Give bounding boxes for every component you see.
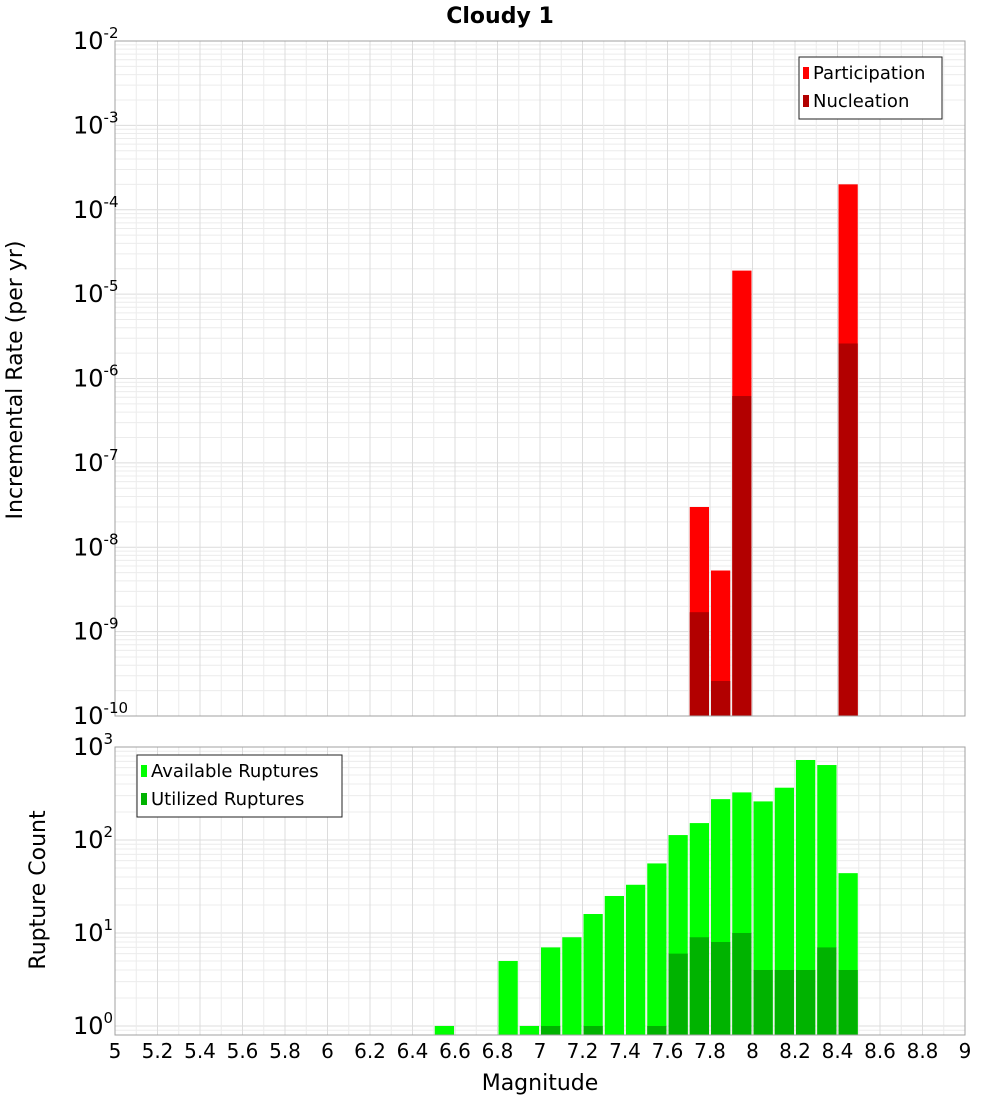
bar-series-2 — [817, 947, 837, 1035]
legend: Available Ruptures Utilized Ruptures — [136, 754, 343, 818]
legend-swatch — [141, 765, 147, 777]
bar-series-2 — [732, 396, 752, 716]
bar-series-2 — [711, 680, 731, 716]
bar-series-1 — [711, 570, 731, 716]
x-tick-label: 9 — [959, 1039, 972, 1063]
bar-series-1 — [583, 914, 603, 1035]
bar-series-2 — [838, 969, 858, 1035]
legend-swatch — [803, 95, 809, 107]
legend-label: Available Ruptures — [151, 761, 319, 782]
y-tick-label: 10-10 — [73, 699, 128, 730]
bar-series-1 — [541, 947, 561, 1035]
bar-series-2 — [541, 1025, 561, 1035]
x-tick-label: 5 — [109, 1039, 122, 1063]
x-tick-label: 6.4 — [397, 1039, 429, 1063]
legend-swatch — [141, 793, 147, 805]
y-axis-title: Rupture Count — [26, 810, 51, 970]
plot-border — [114, 746, 966, 1036]
y-tick-label: 10-9 — [73, 615, 119, 646]
legend-label: Nucleation — [813, 91, 909, 112]
panel-1: 10-2 10-3 10-4 10-5 10-6 10-7 10-8 10-9 10-10 Inc… — [3, 24, 966, 730]
bar-series-2 — [796, 969, 816, 1035]
legend-box — [136, 754, 343, 818]
bar-series-2 — [583, 1025, 603, 1035]
y-tick-label: 10-4 — [73, 193, 119, 224]
x-tick-label: 7.4 — [609, 1039, 641, 1063]
x-tick-label: 7.2 — [567, 1039, 599, 1063]
x-tick-label: 5.4 — [184, 1039, 216, 1063]
x-tick-label: 6.2 — [354, 1039, 386, 1063]
x-axis-title: Magnitude — [482, 1071, 599, 1096]
x-tick-label: 8.2 — [779, 1039, 811, 1063]
bar-series-1 — [626, 884, 646, 1035]
chart-title: Cloudy 1 — [446, 4, 554, 29]
y-tick-label: 103 — [73, 730, 113, 761]
plot-border — [114, 40, 966, 717]
bar-series-2 — [753, 969, 773, 1035]
bar-series-2 — [689, 612, 709, 716]
x-tick-label: 8 — [746, 1039, 759, 1063]
y-tick-label: 102 — [73, 823, 113, 854]
x-tick-label: 8.6 — [864, 1039, 896, 1063]
y-tick-label: 10-2 — [73, 24, 119, 55]
x-tick-label: 8.4 — [822, 1039, 854, 1063]
x-tick-label: 6 — [321, 1039, 334, 1063]
bar-series-1 — [434, 1025, 454, 1035]
y-tick-label: 10-5 — [73, 277, 119, 308]
bar-series-1 — [498, 960, 518, 1035]
x-tick-label: 5.8 — [269, 1039, 301, 1063]
x-tick-label: 6.8 — [482, 1039, 514, 1063]
x-tick-label: 6.6 — [439, 1039, 471, 1063]
x-tick-label: 7.6 — [652, 1039, 684, 1063]
y-tick-label: 101 — [73, 916, 113, 947]
y-tick-label: 100 — [73, 1009, 113, 1040]
y-tick-label: 10-8 — [73, 530, 119, 561]
bar-series-1 — [647, 863, 667, 1035]
legend-box — [798, 56, 943, 120]
bar-series-1 — [604, 895, 624, 1035]
x-tick-label: 5.2 — [142, 1039, 174, 1063]
bar-series-2 — [774, 969, 794, 1035]
x-tick-label: 7.8 — [694, 1039, 726, 1063]
y-axis-title: Incremental Rate (per yr) — [3, 241, 28, 520]
y-tick-label: 10-6 — [73, 362, 119, 393]
bar-series-1 — [796, 759, 816, 1035]
bar-series-2 — [838, 343, 858, 716]
bar-series-2 — [732, 932, 752, 1035]
x-tick-label: 5.6 — [227, 1039, 259, 1063]
bar-series-2 — [689, 937, 709, 1035]
legend-swatch — [803, 67, 809, 79]
bar-series-2 — [668, 953, 688, 1035]
x-tick-label: 7 — [534, 1039, 547, 1063]
y-tick-label: 10-7 — [73, 446, 119, 477]
legend-label: Participation — [813, 63, 925, 84]
panel-2: 103 102 101 100 Rupture Count Available Ruptu… — [26, 730, 966, 1040]
legend-label: Utilized Ruptures — [151, 789, 304, 810]
legend: Participation Nucleation — [798, 56, 943, 120]
bar-series-1 — [562, 937, 582, 1035]
x-tick-label: 8.8 — [907, 1039, 939, 1063]
bar-series-2 — [647, 1025, 667, 1035]
y-tick-label: 10-3 — [73, 108, 119, 139]
bar-series-1 — [519, 1025, 539, 1035]
bar-series-2 — [711, 942, 731, 1035]
